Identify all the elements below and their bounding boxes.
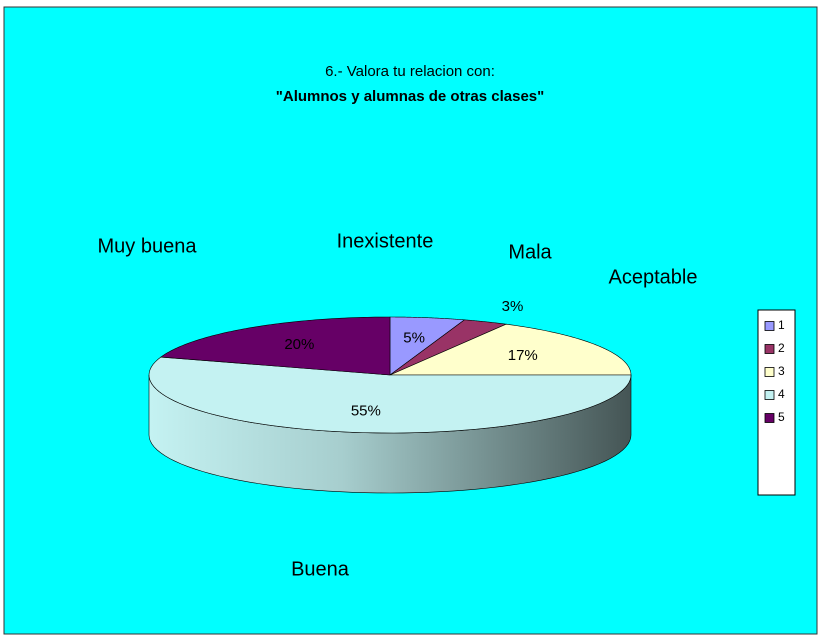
data-label: 5% [403, 329, 425, 346]
data-label: 17% [508, 347, 538, 364]
legend-label: 4 [778, 387, 785, 401]
data-label: 3% [502, 298, 524, 315]
pie-slice [159, 316, 391, 376]
legend-label: 2 [778, 341, 785, 355]
category-label: Mala [508, 241, 552, 263]
category-label: Aceptable [609, 266, 698, 288]
pie-slice [389, 323, 632, 376]
legend-swatch [764, 321, 775, 331]
legend-label: 3 [778, 364, 785, 378]
category-label: Inexistente [337, 230, 434, 252]
pie-side-shade [149, 375, 631, 493]
data-label: 20% [284, 336, 314, 353]
legend-swatch [764, 344, 775, 354]
legend-swatch [764, 413, 775, 423]
data-label: 55% [351, 403, 381, 420]
chart-subtitle: "Alumnos y alumnas de otras clases" [276, 88, 545, 105]
legend-swatch [764, 390, 775, 400]
legend-swatch [764, 367, 775, 377]
pie-slice [389, 319, 508, 376]
legend [757, 309, 796, 496]
category-label: Buena [291, 558, 350, 580]
legend-label: 1 [778, 318, 785, 332]
pie-slice [148, 356, 632, 434]
pie [148, 316, 632, 494]
legend-label: 5 [778, 410, 785, 424]
chart-title: 6.- Valora tu relacion con: [325, 63, 495, 80]
category-label: Muy buena [98, 235, 198, 257]
pie-slice [389, 316, 466, 376]
